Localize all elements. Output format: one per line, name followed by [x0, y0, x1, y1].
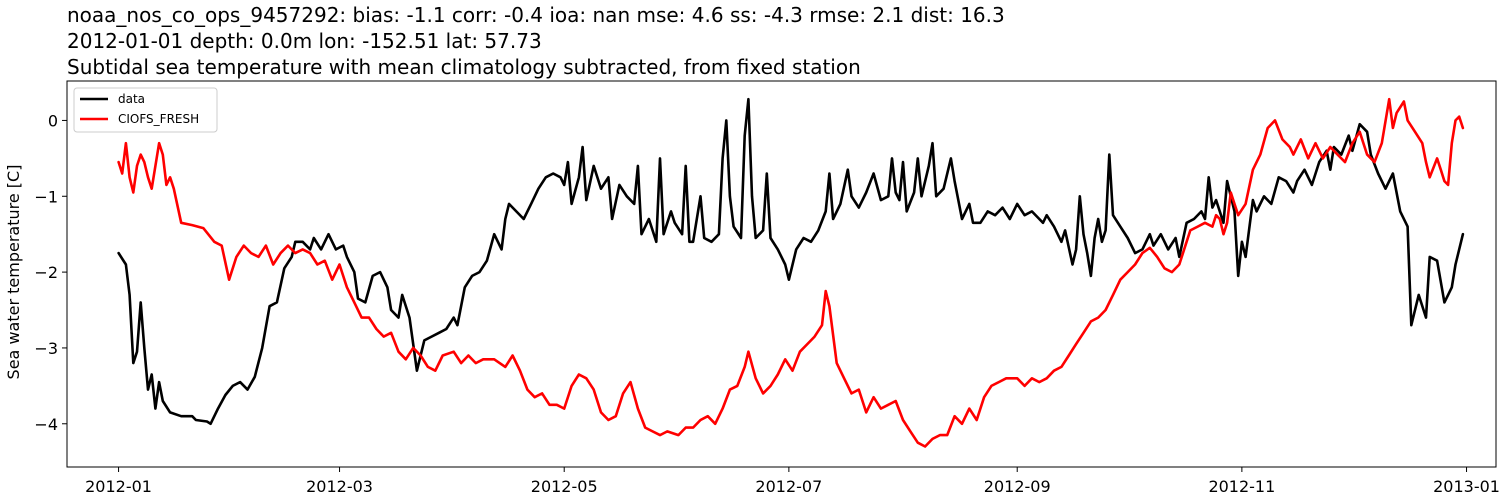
- x-axis-ticks: 2012-01 2012-03 2012-05 2012-07 2012-09 2012-…: [85, 467, 1500, 496]
- y-tick-label: −1: [34, 187, 58, 206]
- y-tick-label: −2: [34, 263, 58, 282]
- legend-label-ciofs-fresh: CIOFS_FRESH: [118, 112, 199, 126]
- x-tick-label: 2012-07: [755, 477, 822, 496]
- y-axis-ticks: 0 −1 −2 −3 −4: [34, 111, 67, 434]
- chart-title-line-1: noaa_nos_co_ops_9457292: bias: -1.1 corr…: [67, 3, 1005, 27]
- y-axis-label: Sea water temperature [C]: [4, 165, 23, 380]
- series-line-ciofs-fresh: [117, 97, 1465, 448]
- x-tick-label: 2012-09: [984, 477, 1051, 496]
- x-tick-label: 2012-01: [85, 477, 152, 496]
- y-tick-label: 0: [48, 111, 58, 130]
- x-tick-label: 2013-01: [1433, 477, 1500, 496]
- series-line-data: [117, 97, 1465, 426]
- legend: data CIOFS_FRESH: [73, 87, 218, 133]
- x-tick-label: 2012-11: [1208, 477, 1275, 496]
- series-layer: [117, 97, 1465, 448]
- legend-label-data: data: [118, 92, 145, 106]
- x-tick-label: 2012-03: [306, 477, 373, 496]
- y-tick-label: −3: [34, 339, 58, 358]
- chart-title-line-2: 2012-01-01 depth: 0.0m lon: -152.51 lat:…: [67, 29, 542, 53]
- chart-title-line-3: Subtidal sea temperature with mean clima…: [67, 55, 861, 79]
- plot-frame: [66, 80, 1497, 468]
- y-tick-label: −4: [34, 415, 58, 434]
- legend-box: [73, 87, 218, 133]
- x-tick-label: 2012-05: [531, 477, 598, 496]
